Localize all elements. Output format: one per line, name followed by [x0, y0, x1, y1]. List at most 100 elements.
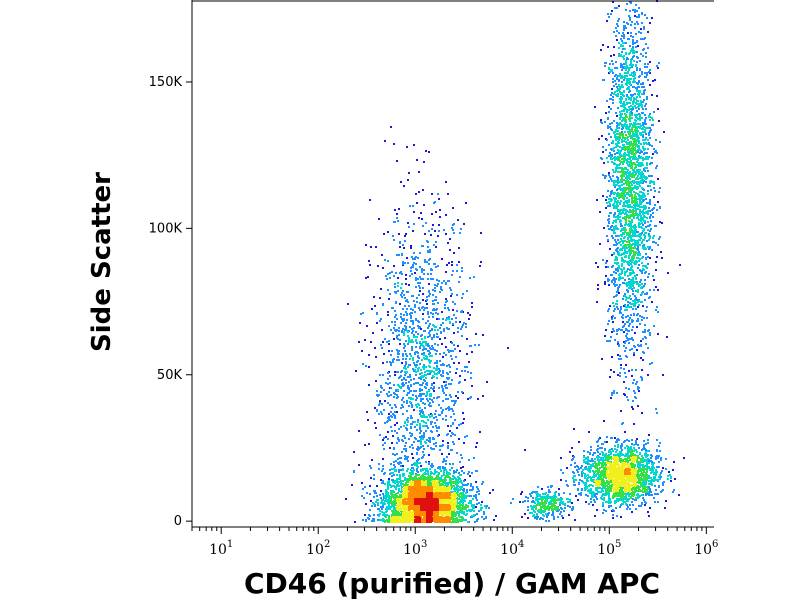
event-dot: [375, 356, 377, 358]
event-dot: [447, 445, 449, 447]
event-dot: [645, 265, 647, 267]
event-dot: [628, 165, 630, 167]
event-dot: [410, 355, 412, 357]
event-dot: [596, 498, 598, 500]
event-dot: [536, 514, 538, 516]
event-dot: [607, 161, 609, 163]
event-dot: [636, 100, 638, 102]
event-dot: [386, 361, 388, 363]
event-dot: [394, 480, 396, 482]
event-dot: [472, 486, 474, 488]
event-dot: [431, 345, 433, 347]
event-dot: [626, 200, 628, 202]
event-dot: [452, 207, 454, 209]
event-dot: [432, 426, 434, 428]
event-dot: [373, 503, 375, 505]
event-dot: [625, 256, 627, 258]
event-dot: [397, 396, 399, 398]
event-dot: [607, 125, 609, 127]
event-dot: [604, 281, 606, 283]
event-dot: [430, 278, 432, 280]
event-dot: [464, 366, 466, 368]
event-dot: [588, 431, 590, 433]
event-dot: [390, 411, 392, 413]
event-dot: [607, 266, 609, 268]
event-dot: [683, 457, 685, 459]
event-dot: [407, 301, 409, 303]
event-dot: [649, 491, 651, 493]
event-dot: [643, 196, 645, 198]
event-dot: [367, 419, 369, 421]
event-dot: [624, 77, 626, 79]
event-dot: [462, 484, 464, 486]
event-dot: [637, 149, 639, 151]
event-dot: [620, 447, 622, 449]
event-dot: [638, 234, 640, 236]
event-dot: [653, 181, 655, 183]
event-dot: [650, 457, 652, 459]
event-dot: [613, 220, 615, 222]
event-dot: [434, 230, 436, 232]
event-dot: [630, 32, 632, 34]
event-dot: [653, 462, 655, 464]
event-dot: [388, 298, 390, 300]
event-dot: [429, 370, 431, 372]
event-dot: [445, 415, 447, 417]
event-dot: [457, 476, 459, 478]
event-dot: [636, 161, 638, 163]
event-dot: [426, 439, 428, 441]
event-dot: [476, 486, 478, 488]
event-dot: [643, 212, 645, 214]
event-dot: [392, 332, 394, 334]
event-dot: [636, 494, 638, 496]
event-dot: [422, 402, 424, 404]
event-dot: [632, 106, 634, 108]
event-dot: [623, 106, 625, 108]
event-dot: [629, 272, 631, 274]
event-dot: [427, 336, 429, 338]
event-dot: [612, 99, 614, 101]
event-dot: [415, 279, 417, 281]
event-dot: [622, 103, 624, 105]
event-dot: [457, 327, 459, 329]
event-dot: [447, 318, 449, 320]
event-dot: [653, 480, 655, 482]
event-dot: [394, 316, 396, 318]
event-dot: [624, 394, 626, 396]
event-dot: [654, 204, 656, 206]
event-dot: [636, 96, 638, 98]
event-dot: [635, 157, 637, 159]
event-dot: [451, 449, 453, 451]
event-dot: [453, 413, 455, 415]
event-dot: [380, 506, 382, 508]
event-dot: [597, 448, 599, 450]
event-dot: [649, 332, 651, 334]
event-dot: [571, 508, 573, 510]
event-dot: [462, 412, 464, 414]
event-dot: [419, 302, 421, 304]
event-dot: [425, 322, 427, 324]
event-dot: [632, 158, 634, 160]
event-dot: [397, 458, 399, 460]
event-dot: [483, 512, 485, 514]
event-dot: [411, 453, 413, 455]
event-dot: [473, 515, 475, 517]
event-dot: [679, 264, 681, 266]
event-dot: [630, 97, 632, 99]
event-dot: [630, 259, 632, 261]
event-dot: [636, 41, 638, 43]
event-dot: [644, 504, 646, 506]
event-dot: [424, 307, 426, 309]
event-dot: [636, 110, 638, 112]
event-dot: [398, 327, 400, 329]
event-dot: [458, 362, 460, 364]
event-dot: [635, 65, 637, 67]
event-dot: [423, 364, 425, 366]
event-dot: [621, 503, 623, 505]
event-dot: [380, 490, 382, 492]
event-dot: [401, 273, 403, 275]
event-dot: [420, 278, 422, 280]
event-dot: [633, 272, 635, 274]
event-dot: [412, 457, 414, 459]
event-dot: [422, 425, 424, 427]
